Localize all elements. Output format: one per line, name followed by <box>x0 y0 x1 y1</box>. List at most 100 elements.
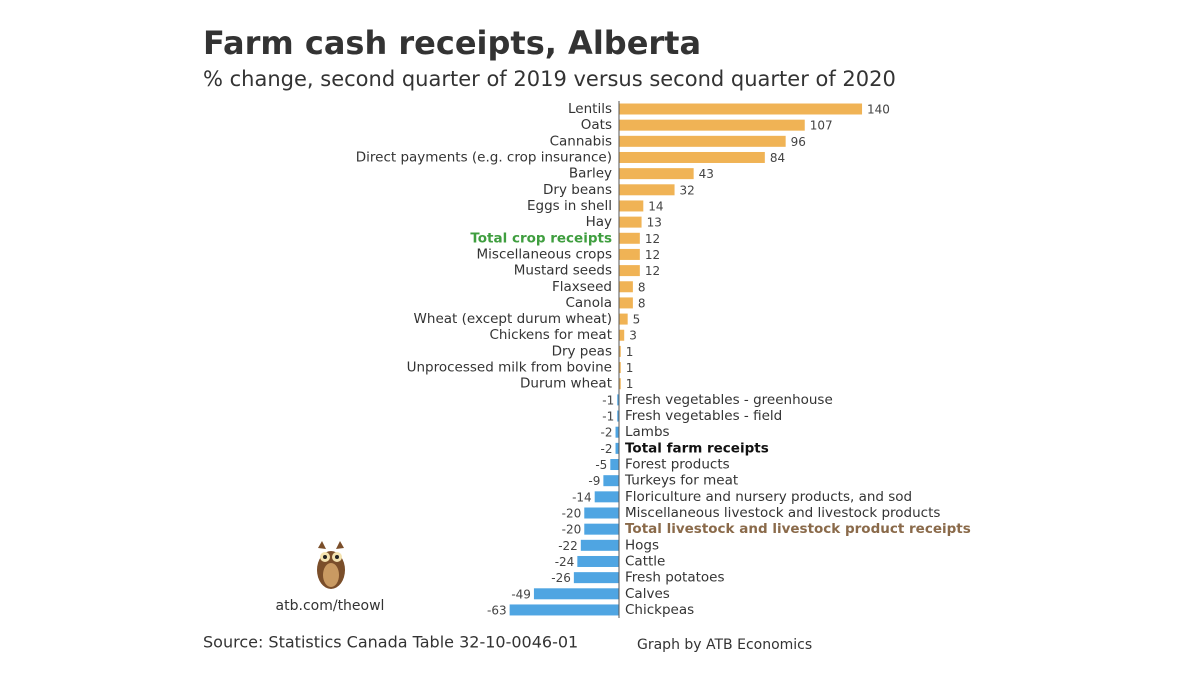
category-label: Dry beans <box>543 182 612 198</box>
bar <box>619 103 863 115</box>
value-label: 1 <box>626 345 634 359</box>
chart-subtitle: % change, second quarter of 2019 versus … <box>203 67 896 91</box>
bar <box>617 410 619 422</box>
owl-logo <box>317 541 345 589</box>
bar <box>619 216 642 228</box>
category-label: Chickens for meat <box>489 327 612 343</box>
source: Source: Statistics Canada Table 32-10-00… <box>203 633 578 652</box>
bar <box>619 297 633 309</box>
value-label: -1 <box>602 410 614 424</box>
category-label: Chickpeas <box>625 602 694 618</box>
bar <box>619 168 694 180</box>
value-label: 14 <box>648 199 663 213</box>
category-label: Forest products <box>625 457 730 473</box>
value-label: 140 <box>867 103 890 117</box>
category-label: Eggs in shell <box>527 198 612 214</box>
value-label: 12 <box>645 232 660 246</box>
bar <box>509 604 619 616</box>
bar <box>619 329 625 341</box>
category-label: Fresh vegetables - field <box>625 408 782 424</box>
bar <box>619 119 805 131</box>
category-label: Total farm receipts <box>625 440 769 456</box>
value-label: 84 <box>770 151 785 165</box>
bar <box>619 232 640 244</box>
value-label: -1 <box>602 393 614 407</box>
category-label: Miscellaneous livestock and livestock pr… <box>625 505 940 521</box>
bar <box>619 378 621 390</box>
category-label: Durum wheat <box>520 376 612 392</box>
category-label: Barley <box>569 166 612 182</box>
value-label: -26 <box>551 571 571 585</box>
website: atb.com/theowl <box>276 598 385 614</box>
bar <box>603 475 619 487</box>
value-label: 5 <box>633 313 641 327</box>
bar <box>584 507 619 519</box>
bar <box>619 151 765 163</box>
bar <box>577 555 619 567</box>
bar <box>619 248 640 260</box>
value-label: 1 <box>626 377 634 391</box>
value-label: -20 <box>562 523 582 537</box>
credit: Graph by ATB Economics <box>637 637 812 653</box>
value-label: 3 <box>629 329 637 343</box>
category-label: Miscellaneous crops <box>477 246 612 262</box>
value-label: -9 <box>588 474 600 488</box>
category-label: Fresh vegetables - greenhouse <box>625 392 833 408</box>
category-label: Mustard seeds <box>514 263 612 279</box>
category-label: Total crop receipts <box>470 230 612 246</box>
bar <box>533 588 619 600</box>
category-label: Direct payments (e.g. crop insurance) <box>356 149 612 165</box>
value-label: -5 <box>595 458 607 472</box>
value-label: 107 <box>810 119 833 133</box>
value-label: 32 <box>680 183 695 197</box>
bar <box>580 539 619 551</box>
category-label: Flaxseed <box>552 279 612 295</box>
bar <box>619 200 644 212</box>
category-label: Total livestock and livestock product re… <box>625 521 971 537</box>
bar <box>573 572 619 584</box>
value-label: -20 <box>562 507 582 521</box>
value-label: 13 <box>647 216 662 230</box>
bar <box>619 345 621 357</box>
bar <box>610 459 619 471</box>
value-label: -22 <box>558 539 578 553</box>
bar <box>615 442 619 454</box>
value-label: 8 <box>638 296 646 310</box>
bar <box>594 491 619 503</box>
bar <box>617 394 619 406</box>
category-label: Dry peas <box>552 343 612 359</box>
category-label: Canola <box>565 295 612 311</box>
bar <box>619 265 640 277</box>
bar <box>619 184 675 196</box>
category-label: Calves <box>625 586 670 602</box>
value-label: -24 <box>555 555 575 569</box>
value-label: -14 <box>572 490 592 504</box>
value-label: -63 <box>487 603 507 617</box>
chart-title: Farm cash receipts, Alberta <box>203 24 701 62</box>
value-label: -2 <box>601 442 613 456</box>
category-label: Lambs <box>625 424 670 440</box>
category-label: Oats <box>581 117 612 133</box>
bar <box>619 281 633 293</box>
category-label: Hay <box>586 214 612 230</box>
category-label: Fresh potatoes <box>625 570 725 586</box>
category-label: Lentils <box>568 101 612 117</box>
value-label: -49 <box>511 587 531 601</box>
bar <box>615 426 619 438</box>
category-label: Cattle <box>625 553 665 569</box>
category-label: Unprocessed milk from bovine <box>407 360 612 376</box>
value-label: 96 <box>791 135 806 149</box>
value-label: 12 <box>645 248 660 262</box>
category-label: Cannabis <box>550 133 612 149</box>
bar <box>619 135 786 147</box>
value-label: -2 <box>601 426 613 440</box>
category-label: Turkeys for meat <box>624 473 738 489</box>
value-label: 8 <box>638 280 646 294</box>
category-label: Hogs <box>625 537 659 553</box>
value-label: 12 <box>645 264 660 278</box>
bar <box>619 313 628 325</box>
bar <box>584 523 619 535</box>
category-label: Wheat (except durum wheat) <box>414 311 612 327</box>
category-label: Floriculture and nursery products, and s… <box>625 489 912 505</box>
